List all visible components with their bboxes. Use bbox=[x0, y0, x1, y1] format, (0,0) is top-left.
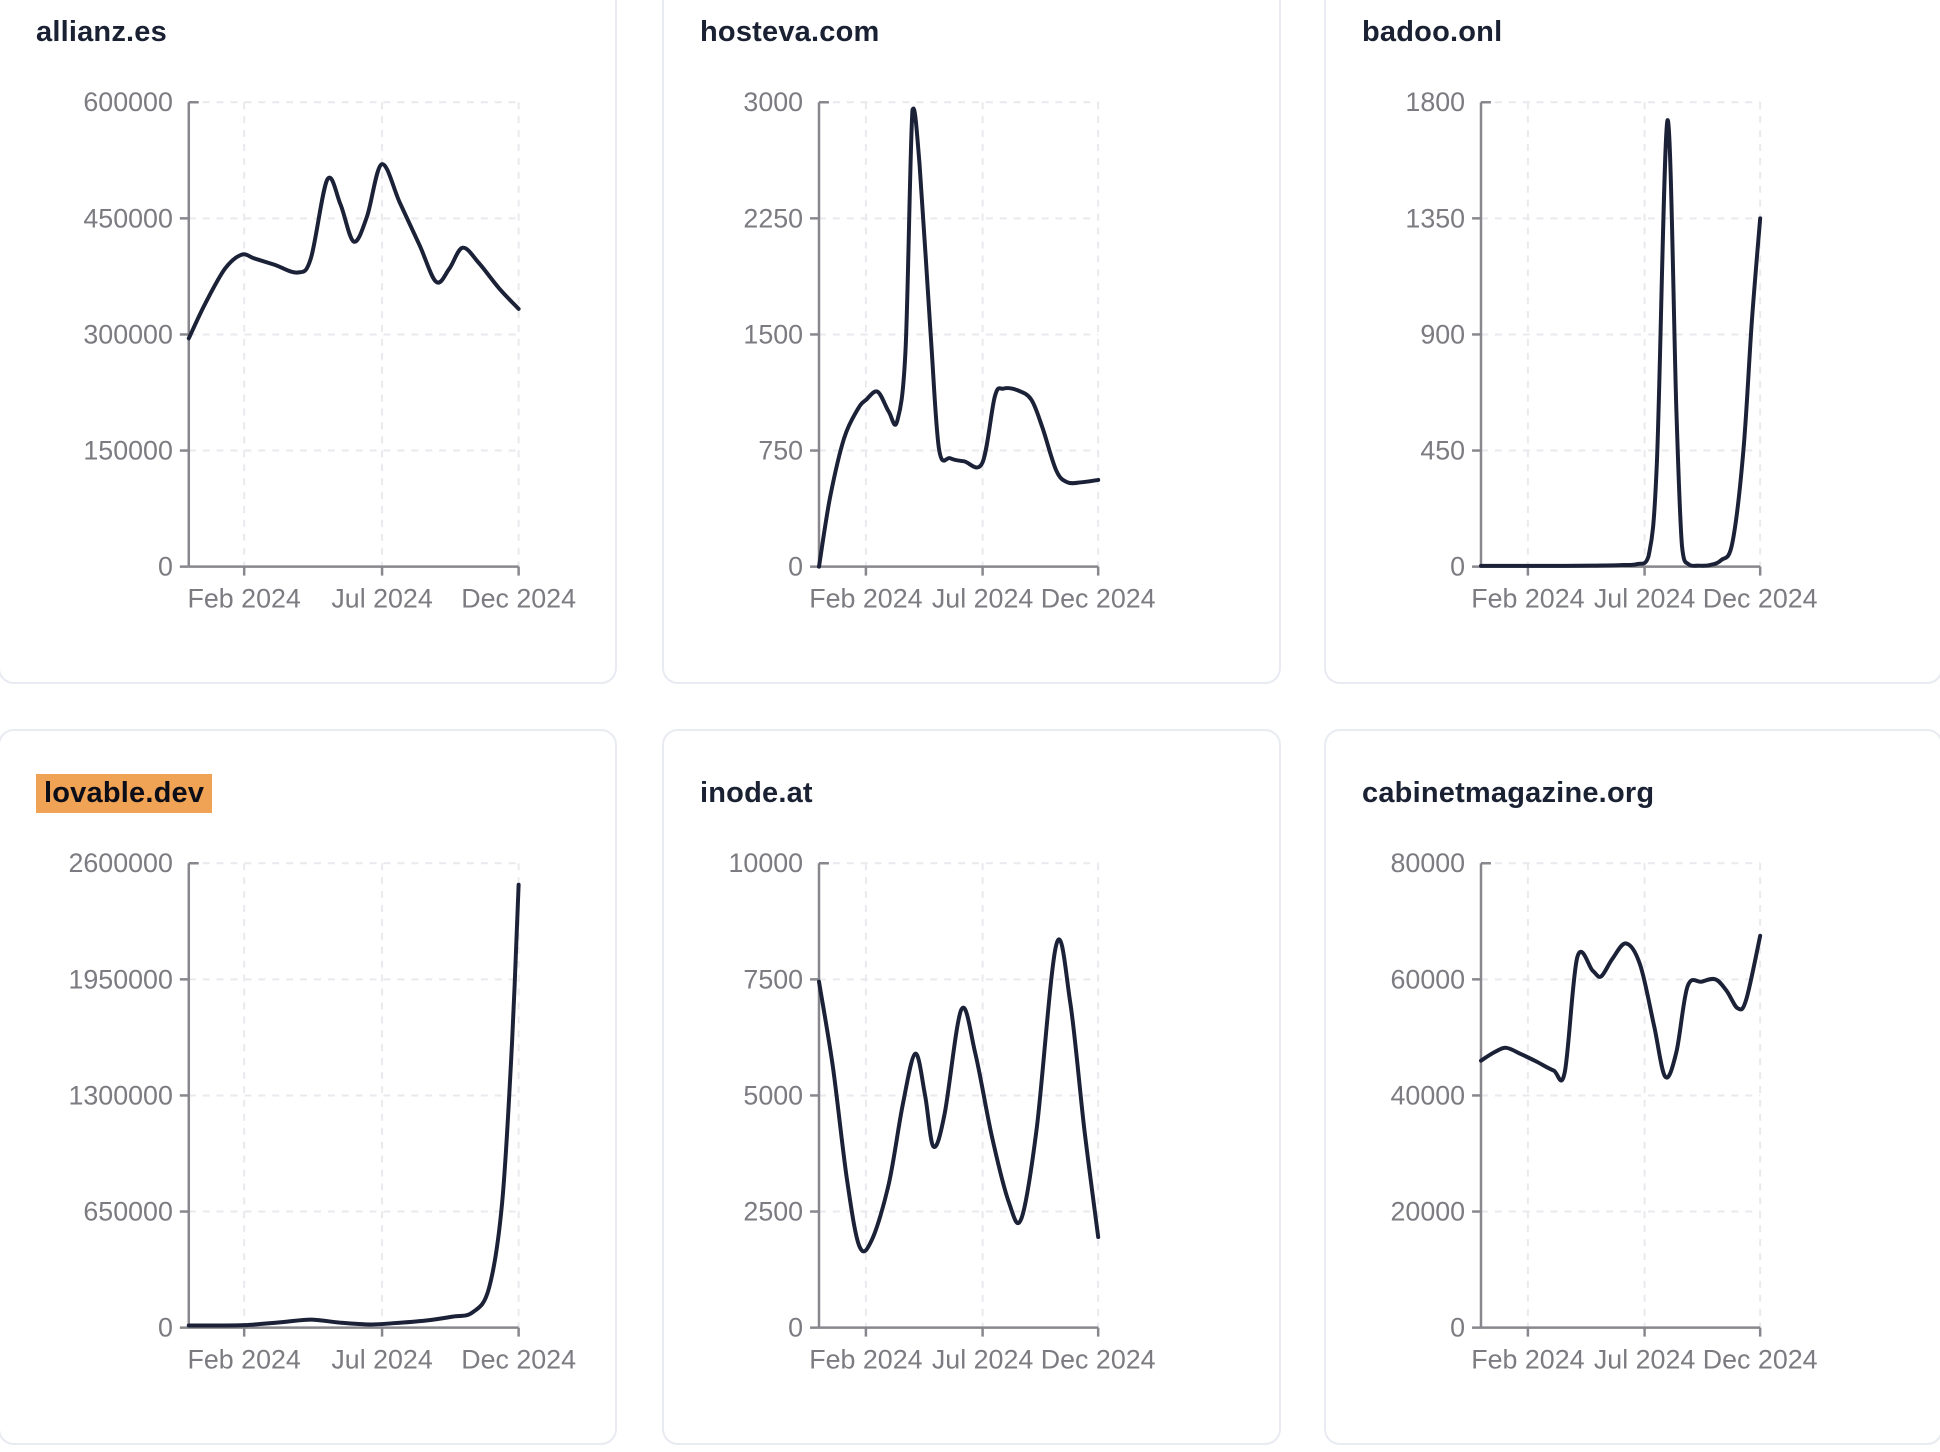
x-axis-tick-label: Jul 2024 bbox=[331, 1344, 432, 1374]
y-axis-tick-label: 1350 bbox=[1405, 203, 1465, 233]
domain-title: inode.at bbox=[700, 777, 813, 810]
x-axis-tick-label: Feb 2024 bbox=[188, 583, 301, 613]
domain-title-text: hosteva.com bbox=[700, 16, 880, 48]
y-axis-tick-label: 0 bbox=[158, 1313, 173, 1343]
y-axis-tick-label: 300000 bbox=[83, 319, 172, 349]
traffic-line bbox=[186, 882, 521, 1328]
card-hosteva-com: hosteva.com 0 750 1500 2250 3000 Feb 2024 Jul … bbox=[662, 0, 1281, 684]
traffic-line bbox=[186, 162, 521, 341]
y-axis-tick-label: 650000 bbox=[83, 1196, 172, 1226]
y-axis-tick-label: 2250 bbox=[743, 203, 803, 233]
x-axis-tick-label: Jul 2024 bbox=[932, 583, 1033, 613]
domain-title: allianz.es bbox=[36, 16, 167, 49]
x-axis-tick-label: Dec 2024 bbox=[461, 1344, 576, 1374]
y-axis-tick-label: 7500 bbox=[743, 964, 803, 994]
y-axis-tick-label: 750 bbox=[758, 435, 803, 465]
y-axis-tick-label: 600000 bbox=[83, 87, 172, 117]
domain-title: cabinetmagazine.org bbox=[1362, 777, 1654, 810]
x-axis-tick-label: Jul 2024 bbox=[1594, 1344, 1695, 1374]
y-axis-tick-label: 0 bbox=[788, 1313, 803, 1343]
y-axis-tick-label: 2500 bbox=[743, 1196, 803, 1226]
domain-title: badoo.onl bbox=[1362, 16, 1502, 49]
y-axis-tick-label: 2600000 bbox=[68, 848, 172, 878]
traffic-line bbox=[1479, 118, 1763, 568]
y-axis-tick-label: 40000 bbox=[1391, 1080, 1466, 1110]
chart-svg: 0 20000 40000 60000 80000 Feb 2024 Jul 2024 Dec… bbox=[1391, 848, 1818, 1374]
x-axis-tick-label: Jul 2024 bbox=[1594, 583, 1695, 613]
traffic-line bbox=[817, 106, 1101, 569]
chart-svg: 0 750 1500 2250 3000 Feb 2024 Jul 2024 Dec 2024 bbox=[743, 87, 1156, 613]
traffic-line-chart: 0 750 1500 2250 3000 Feb 2024 Jul 2024 Dec 2024 bbox=[664, 0, 1279, 682]
y-axis-tick-label: 1950000 bbox=[68, 964, 172, 994]
y-axis-tick-label: 60000 bbox=[1391, 964, 1466, 994]
x-axis-tick-label: Dec 2024 bbox=[1703, 583, 1818, 613]
y-axis-tick-label: 5000 bbox=[743, 1080, 803, 1110]
y-axis-tick-label: 1500 bbox=[743, 319, 803, 349]
x-axis-tick-label: Dec 2024 bbox=[1041, 583, 1156, 613]
chart-svg: 0 650000 1300000 1950000 2600000 Feb 2024 Jul … bbox=[68, 848, 576, 1374]
x-axis-tick-label: Dec 2024 bbox=[1041, 1344, 1156, 1374]
chart-svg: 0 150000 300000 450000 600000 Feb 2024 Jul 202… bbox=[83, 87, 576, 613]
y-axis-tick-label: 450000 bbox=[83, 203, 172, 233]
y-axis-tick-label: 10000 bbox=[729, 848, 804, 878]
y-axis-tick-label: 20000 bbox=[1391, 1196, 1466, 1226]
domain-title-text: badoo.onl bbox=[1362, 16, 1503, 48]
y-axis-tick-label: 80000 bbox=[1391, 848, 1466, 878]
domain-title-text: inode.at bbox=[700, 777, 813, 809]
y-axis-tick-label: 1300000 bbox=[68, 1080, 172, 1110]
card-cabinetmagazine-org: cabinetmagazine.org 0 20000 40000 60000 8000… bbox=[1324, 729, 1940, 1445]
traffic-line bbox=[1479, 933, 1763, 1083]
x-axis-tick-label: Feb 2024 bbox=[1471, 583, 1584, 613]
domain-title: hosteva.com bbox=[700, 16, 880, 49]
x-axis-tick-label: Dec 2024 bbox=[461, 583, 576, 613]
traffic-line-chart: 0 150000 300000 450000 600000 Feb 2024 Jul 202… bbox=[0, 0, 615, 682]
domain-title: lovable.dev bbox=[36, 774, 213, 813]
card-lovable-dev: lovable.dev 0 650000 1300000 1950000 2600000… bbox=[0, 729, 617, 1445]
y-axis-tick-label: 150000 bbox=[83, 435, 172, 465]
y-axis-tick-label: 450 bbox=[1420, 435, 1465, 465]
y-axis-tick-label: 1800 bbox=[1405, 87, 1465, 117]
card-allianz-es: allianz.es 0 150000 300000 450000 600000 Feb … bbox=[0, 0, 617, 684]
card-inode-at: inode.at 0 2500 5000 7500 10000 Feb 2024 Jul 2… bbox=[662, 729, 1281, 1445]
y-axis-tick-label: 3000 bbox=[743, 87, 803, 117]
domain-title-text: cabinetmagazine.org bbox=[1362, 777, 1655, 809]
x-axis-tick-label: Feb 2024 bbox=[1471, 1344, 1584, 1374]
x-axis-tick-label: Feb 2024 bbox=[188, 1344, 301, 1374]
y-axis-tick-label: 0 bbox=[158, 552, 173, 582]
y-axis-tick-label: 900 bbox=[1420, 319, 1465, 349]
y-axis-tick-label: 0 bbox=[1450, 1313, 1465, 1343]
x-axis-tick-label: Feb 2024 bbox=[809, 583, 922, 613]
traffic-line-chart: 0 650000 1300000 1950000 2600000 Feb 2024 Jul … bbox=[0, 731, 615, 1443]
y-axis-tick-label: 0 bbox=[788, 552, 803, 582]
chart-svg: 0 450 900 1350 1800 Feb 2024 Jul 2024 Dec 2024 bbox=[1405, 87, 1818, 613]
traffic-line-chart: 0 2500 5000 7500 10000 Feb 2024 Jul 2024 Dec 20… bbox=[664, 731, 1279, 1443]
domain-title-text: lovable.dev bbox=[36, 774, 213, 813]
x-axis-tick-label: Feb 2024 bbox=[809, 1344, 922, 1374]
y-axis-tick-label: 0 bbox=[1450, 552, 1465, 582]
card-badoo-onl: badoo.onl 0 450 900 1350 1800 Feb 2024 Jul 202… bbox=[1324, 0, 1940, 684]
traffic-line-chart: 0 20000 40000 60000 80000 Feb 2024 Jul 2024 Dec… bbox=[1326, 731, 1940, 1443]
x-axis-tick-label: Dec 2024 bbox=[1703, 1344, 1818, 1374]
traffic-line-chart: 0 450 900 1350 1800 Feb 2024 Jul 2024 Dec 2024 bbox=[1326, 0, 1940, 682]
traffic-line bbox=[817, 937, 1101, 1254]
domain-title-text: allianz.es bbox=[36, 16, 167, 48]
x-axis-tick-label: Jul 2024 bbox=[932, 1344, 1033, 1374]
chart-svg: 0 2500 5000 7500 10000 Feb 2024 Jul 2024 Dec 20… bbox=[729, 848, 1156, 1374]
x-axis-tick-label: Jul 2024 bbox=[331, 583, 432, 613]
